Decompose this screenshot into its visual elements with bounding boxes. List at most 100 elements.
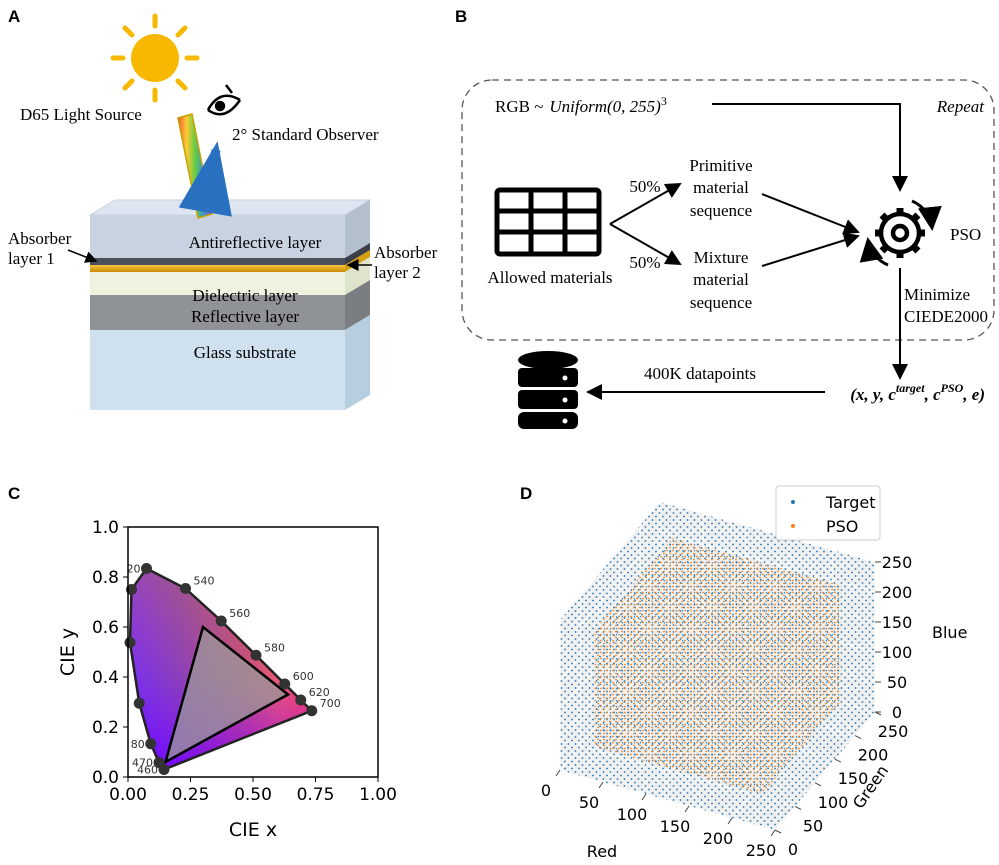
x-tick-label: 1.00 — [359, 785, 397, 805]
legend-label: Target — [825, 493, 876, 512]
x-tick-label: 200 — [703, 829, 734, 848]
x-tick — [685, 806, 689, 812]
y-tick — [815, 783, 821, 786]
panel-label: D — [520, 484, 532, 503]
objective-label: CIEDE2000 — [904, 307, 988, 326]
wavelength-label: 600 — [293, 670, 314, 683]
x-tick-label: 0.25 — [172, 785, 210, 805]
arrow — [762, 194, 858, 232]
z-tick-label: 250 — [882, 553, 913, 572]
sampling-exponent: 3 — [661, 94, 667, 108]
wavelength-label: 560 — [229, 607, 250, 620]
x-tick-label: 150 — [660, 817, 691, 836]
x-axis-label: Red — [587, 842, 617, 861]
arrow — [762, 236, 858, 266]
objective-label: Minimize — [904, 285, 970, 304]
layer-label: Antireflective layer — [189, 233, 322, 252]
panel-b: B RGB ~ Uniform(0, 255)3 Repeat Allowed m… — [455, 7, 994, 429]
x-tick-label: 250 — [746, 841, 777, 860]
x-tick — [728, 818, 732, 824]
legend-label: PSO — [826, 517, 858, 536]
y-tick-label: 100 — [818, 793, 849, 812]
primitive-label: Primitive — [689, 156, 752, 175]
sampling: RGB ~ Uniform(0, 255)3 — [495, 94, 667, 116]
y-tick — [835, 759, 841, 762]
panel-a: A D65 Light Source 2° Standard Observer … — [8, 7, 438, 410]
output-part: , e) — [962, 385, 985, 404]
sun-icon — [113, 16, 197, 100]
x-tick — [556, 770, 560, 776]
wavelength-label: 80 — [131, 738, 145, 751]
x-axis-label: CIE x — [229, 819, 277, 841]
locus-point — [306, 705, 317, 716]
database-icon — [518, 351, 578, 429]
locus-point — [125, 637, 136, 648]
eye-icon — [208, 85, 240, 114]
wavelength-label: 540 — [194, 575, 215, 588]
dataset-label: 400K datapoints — [644, 364, 756, 383]
light-source: D65 Light Source — [20, 105, 142, 124]
x-tick-label: 0.00 — [109, 785, 147, 805]
z-tick-label: 200 — [882, 583, 913, 602]
output-tuple: (x, y, ctarget, cPSO, e) — [850, 381, 985, 404]
x-tick-label: 0.75 — [297, 785, 335, 805]
absorber-label: Absorber — [8, 229, 72, 248]
layer-stack — [90, 200, 370, 410]
locus-point — [154, 757, 165, 768]
reflected-beam — [206, 150, 216, 208]
locus-point — [180, 583, 191, 594]
z-tick-label: 0 — [892, 703, 902, 722]
observer: 2° Standard Observer — [232, 125, 379, 144]
y-tick-label: 0.4 — [92, 668, 119, 688]
y-tick-label: 0 — [788, 840, 798, 859]
z-tick-label: 150 — [882, 613, 913, 632]
wavelength-label: 700 — [320, 697, 341, 710]
materials-icon — [497, 190, 599, 254]
absorber-label: layer 1 — [8, 249, 55, 268]
y-tick — [795, 806, 801, 809]
locus-point — [141, 563, 152, 574]
panel-label: B — [455, 7, 467, 26]
x-tick — [642, 794, 646, 800]
split-label: 50% — [629, 177, 660, 196]
layer-label: Dielectric layer — [192, 286, 298, 305]
repeat-label: Repeat — [936, 97, 985, 116]
absorber-label: Absorber — [374, 243, 438, 262]
locus-point — [251, 650, 262, 661]
primitive-label: sequence — [690, 201, 752, 220]
layer-label: Reflective layer — [191, 307, 299, 326]
output-part: , c — [924, 385, 942, 404]
figure: A D65 Light Source 2° Standard Observer … — [0, 0, 999, 865]
mixture-label: Mixture — [694, 248, 749, 267]
gear-icon — [868, 201, 932, 265]
y-axis-label: CIE y — [57, 628, 79, 676]
x-tick-label: 50 — [579, 793, 599, 812]
y-tick-label: 1.0 — [92, 518, 119, 538]
sampling-distribution: Uniform(0, 255) — [549, 97, 661, 116]
absorber-label: layer 2 — [374, 263, 421, 282]
locus-point — [279, 679, 290, 690]
y-tick — [855, 736, 861, 739]
x-tick — [599, 782, 603, 788]
y-tick-label: 200 — [858, 746, 889, 765]
y-tick-label: 250 — [878, 722, 909, 741]
x-tick-label: 0 — [541, 781, 551, 800]
z-axis-label: Blue — [932, 623, 967, 642]
z-tick-label: 100 — [882, 643, 913, 662]
x-tick — [771, 830, 775, 836]
y-tick-label: 50 — [803, 816, 823, 835]
sampling-prefix: RGB ~ — [495, 97, 543, 116]
x-tick-label: 100 — [617, 805, 648, 824]
output-part: (x, y, c — [850, 385, 896, 404]
locus-point — [295, 695, 306, 706]
y-tick — [775, 830, 781, 833]
materials-label: Allowed materials — [487, 268, 612, 287]
primitive-label: material — [693, 178, 749, 197]
output-superscript: target — [896, 381, 925, 395]
y-tick-label: 0.6 — [92, 618, 119, 638]
legend-marker — [791, 500, 795, 504]
z-tick-label: 50 — [887, 673, 907, 692]
locus-point — [216, 616, 227, 627]
split-label: 50% — [629, 253, 660, 272]
